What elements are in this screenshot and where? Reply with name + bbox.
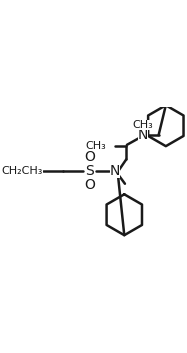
Text: N: N bbox=[138, 128, 148, 142]
Text: CH₂CH₃: CH₂CH₃ bbox=[2, 166, 43, 176]
Text: O: O bbox=[84, 178, 95, 192]
Text: O: O bbox=[84, 150, 95, 164]
Text: CH₃: CH₃ bbox=[133, 120, 154, 130]
Text: S: S bbox=[85, 164, 94, 178]
Text: N: N bbox=[110, 164, 120, 178]
Text: CH₃: CH₃ bbox=[85, 141, 106, 151]
